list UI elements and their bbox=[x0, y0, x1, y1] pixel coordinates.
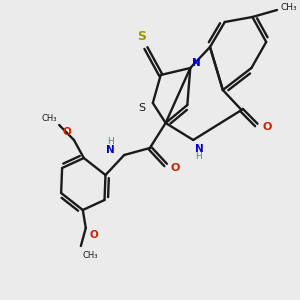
Text: S: S bbox=[137, 30, 146, 43]
Text: O: O bbox=[171, 163, 180, 173]
Text: N: N bbox=[106, 145, 114, 155]
Text: CH₃: CH₃ bbox=[280, 4, 297, 13]
Text: O: O bbox=[62, 127, 71, 137]
Text: O: O bbox=[262, 122, 272, 132]
Text: H: H bbox=[108, 136, 114, 146]
Text: N: N bbox=[192, 58, 201, 68]
Text: H: H bbox=[195, 152, 202, 161]
Text: O: O bbox=[90, 230, 98, 240]
Text: S: S bbox=[138, 103, 145, 113]
Text: CH₃: CH₃ bbox=[42, 114, 57, 123]
Text: N: N bbox=[195, 144, 204, 154]
Text: CH₃: CH₃ bbox=[83, 251, 98, 260]
